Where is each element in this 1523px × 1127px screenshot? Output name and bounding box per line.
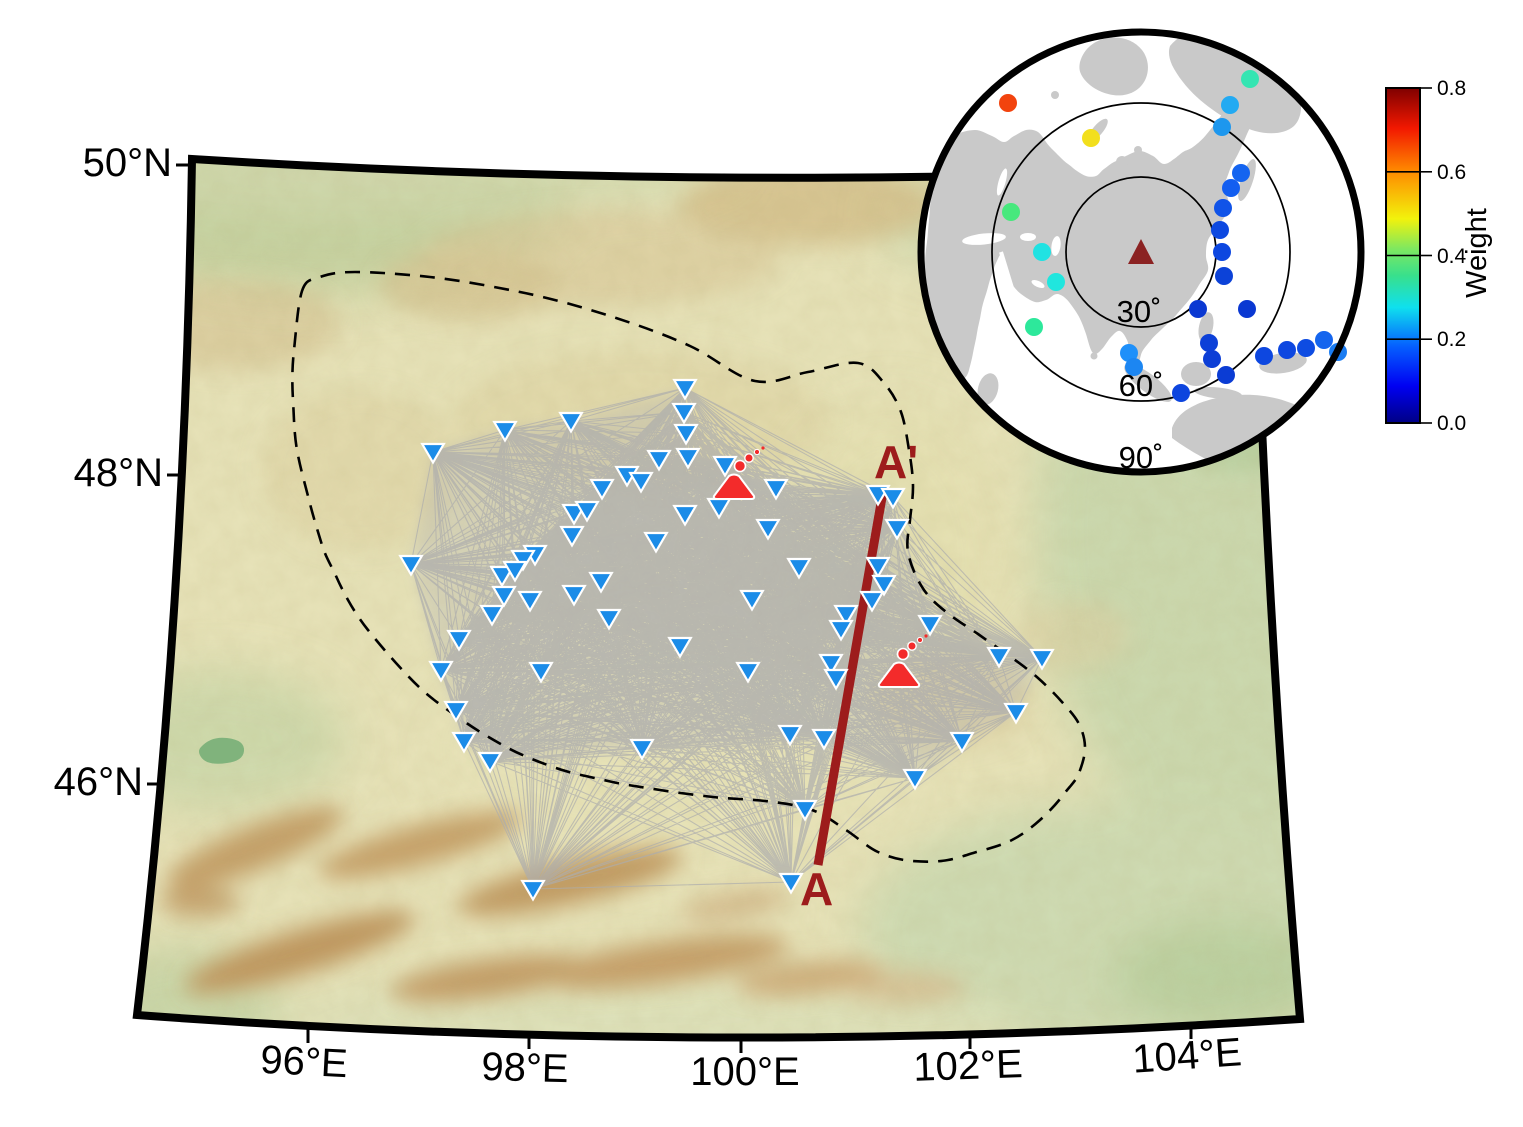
svg-text:Weight: Weight <box>1461 208 1493 298</box>
svg-text:0.2: 0.2 <box>1437 328 1466 351</box>
svg-text:100°E: 100°E <box>690 1050 799 1094</box>
svg-text:0.4: 0.4 <box>1437 245 1467 268</box>
svg-text:46°N: 46°N <box>54 760 143 804</box>
svg-text:90˚: 90˚ <box>1119 440 1164 475</box>
svg-text:60˚: 60˚ <box>1119 368 1164 403</box>
svg-text:30˚: 30˚ <box>1117 294 1162 329</box>
svg-text:96°E: 96°E <box>259 1038 348 1087</box>
svg-text:A: A <box>800 863 833 915</box>
svg-text:0.6: 0.6 <box>1437 161 1466 184</box>
svg-text:0.0: 0.0 <box>1437 412 1466 435</box>
svg-text:48°N: 48°N <box>74 451 163 495</box>
svg-text:104°E: 104°E <box>1131 1030 1243 1082</box>
svg-text:98°E: 98°E <box>481 1045 569 1091</box>
svg-text:A': A' <box>874 436 918 488</box>
svg-text:50°N: 50°N <box>83 141 172 185</box>
svg-text:0.8: 0.8 <box>1437 77 1466 100</box>
svg-text:102°E: 102°E <box>913 1042 1024 1090</box>
